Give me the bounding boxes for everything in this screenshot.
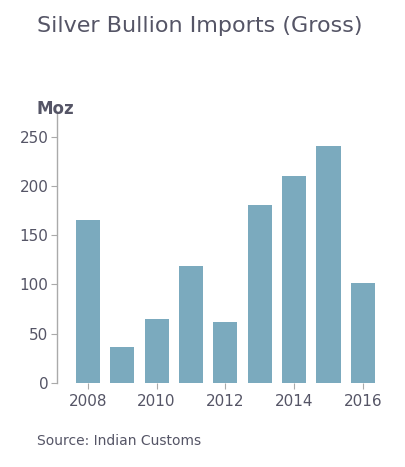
Bar [213,322,237,383]
Bar [350,283,374,383]
Text: Source: Indian Customs: Source: Indian Customs [36,434,200,448]
Bar [76,220,100,383]
Bar [247,205,271,383]
Text: Silver Bullion Imports (Gross): Silver Bullion Imports (Gross) [36,16,361,36]
Bar [315,146,340,383]
Bar [179,266,202,383]
Text: Moz: Moz [36,100,74,119]
Bar [144,319,168,383]
Bar [110,347,134,383]
Bar [281,176,305,383]
